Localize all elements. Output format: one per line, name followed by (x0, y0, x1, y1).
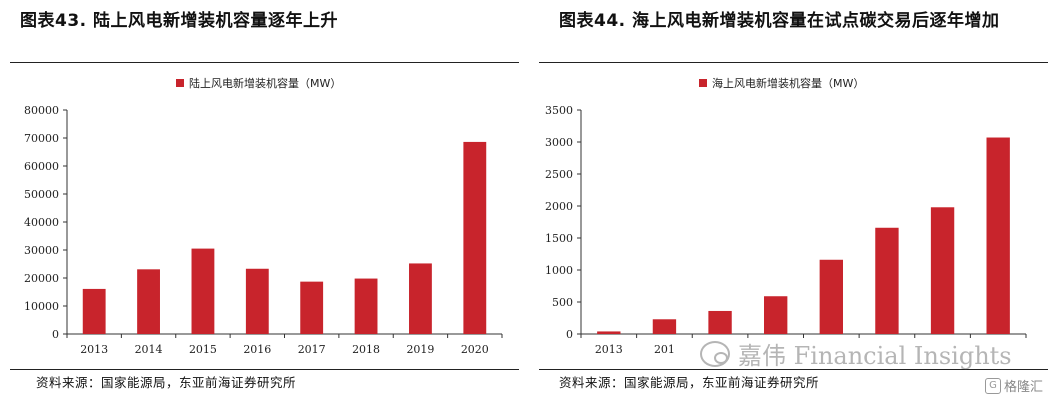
left-bar (463, 141, 487, 334)
right-legend: 海上风电新增装机容量（MW） (699, 75, 864, 91)
right-bar (930, 207, 955, 334)
left-bar (300, 281, 324, 334)
left-title-rule (10, 62, 519, 63)
left-x-tick-label: 2016 (243, 343, 271, 356)
right-title-rule (539, 62, 1048, 63)
left-y-tick-label: 10000 (24, 300, 59, 313)
right-y-tick-label: 1500 (545, 232, 573, 245)
left-y-tick-label: 60000 (24, 160, 59, 173)
left-x-tick-label: 2015 (189, 343, 217, 356)
right-chart-panel: 图表44. 海上风电新增装机容量在试点碳交易后逐年增加 海上风电新增装机容量（M… (529, 0, 1058, 403)
right-y-tick-label: 2000 (545, 200, 573, 213)
left-legend: 陆上风电新增装机容量（MW） (176, 75, 341, 91)
watermark: 嘉伟 Financial Insights (700, 336, 1012, 371)
left-y-tick-label: 30000 (24, 244, 59, 257)
left-x-tick-label: 2014 (135, 343, 163, 356)
right-y-tick-label: 1000 (545, 264, 573, 277)
right-bar (764, 296, 788, 334)
left-y-tick-label: 50000 (24, 188, 59, 201)
left-bar-chart: 0 10000 20000 30000 40000 50000 60000 70000 8000… (24, 104, 503, 356)
left-legend-label: 陆上风电新增装机容量（MW） (189, 77, 342, 90)
left-bar (191, 248, 215, 334)
left-y-tick-label: 80000 (24, 104, 59, 117)
right-chart-title: 图表44. 海上风电新增装机容量在试点碳交易后逐年增加 (559, 11, 1000, 31)
right-y-tick-label: 3500 (545, 104, 573, 117)
left-chart-panel: 图表43. 陆上风电新增装机容量逐年上升 陆上风电新增装机容量（MW） 0 100… (10, 11, 519, 390)
right-y-tick-label: 2500 (545, 168, 573, 181)
left-x-tick-label: 2020 (461, 343, 489, 356)
watermark-text: 嘉伟 Financial Insights (738, 342, 1012, 370)
left-chart-title: 图表43. 陆上风电新增装机容量逐年上升 (20, 11, 339, 31)
left-y-tick-label: 70000 (24, 132, 59, 145)
badge-text: 格隆汇 (1004, 380, 1044, 395)
left-bar (354, 278, 378, 334)
right-footer-rule (539, 369, 1048, 370)
left-x-tick-label: 2018 (352, 343, 380, 356)
left-x-tick-label: 2013 (80, 343, 108, 356)
wechat-icon (700, 340, 730, 367)
left-bar (409, 263, 432, 334)
right-legend-swatch (699, 79, 707, 87)
left-y-tick-label: 0 (52, 328, 59, 341)
right-bar (875, 227, 899, 334)
left-y-tick-label: 40000 (24, 216, 59, 229)
right-source-note: 资料来源：国家能源局，东亚前海证券研究所 (559, 375, 820, 390)
left-source-note: 资料来源：国家能源局，东亚前海证券研究所 (36, 375, 297, 390)
right-bar-chart: 0 500 1000 1500 2000 2500 3000 3500 2013 201 (545, 104, 1027, 356)
right-x-tick-label: 201 (654, 343, 675, 356)
right-x-tick-label: 2013 (595, 343, 623, 356)
right-bar (819, 259, 843, 334)
source-badge: G 格隆汇 (985, 376, 1043, 395)
right-legend-label: 海上风电新增装机容量（MW） (712, 77, 865, 90)
right-y-tick-label: 0 (566, 328, 573, 341)
left-legend-swatch (176, 79, 184, 87)
right-bar (986, 137, 1010, 334)
left-x-tick-label: 2019 (406, 343, 434, 356)
right-y-tick-label: 500 (552, 296, 573, 309)
left-bar (245, 268, 269, 334)
left-bar (137, 269, 160, 334)
left-footer-rule (10, 369, 519, 370)
left-x-tick-label: 2017 (298, 343, 326, 356)
right-bar (597, 331, 621, 334)
g-logo-icon: G (985, 377, 1001, 394)
left-y-tick-label: 20000 (24, 272, 59, 285)
left-bar (82, 288, 106, 334)
right-bar (708, 310, 732, 334)
right-bar (652, 319, 677, 334)
right-y-tick-label: 3000 (545, 136, 573, 149)
